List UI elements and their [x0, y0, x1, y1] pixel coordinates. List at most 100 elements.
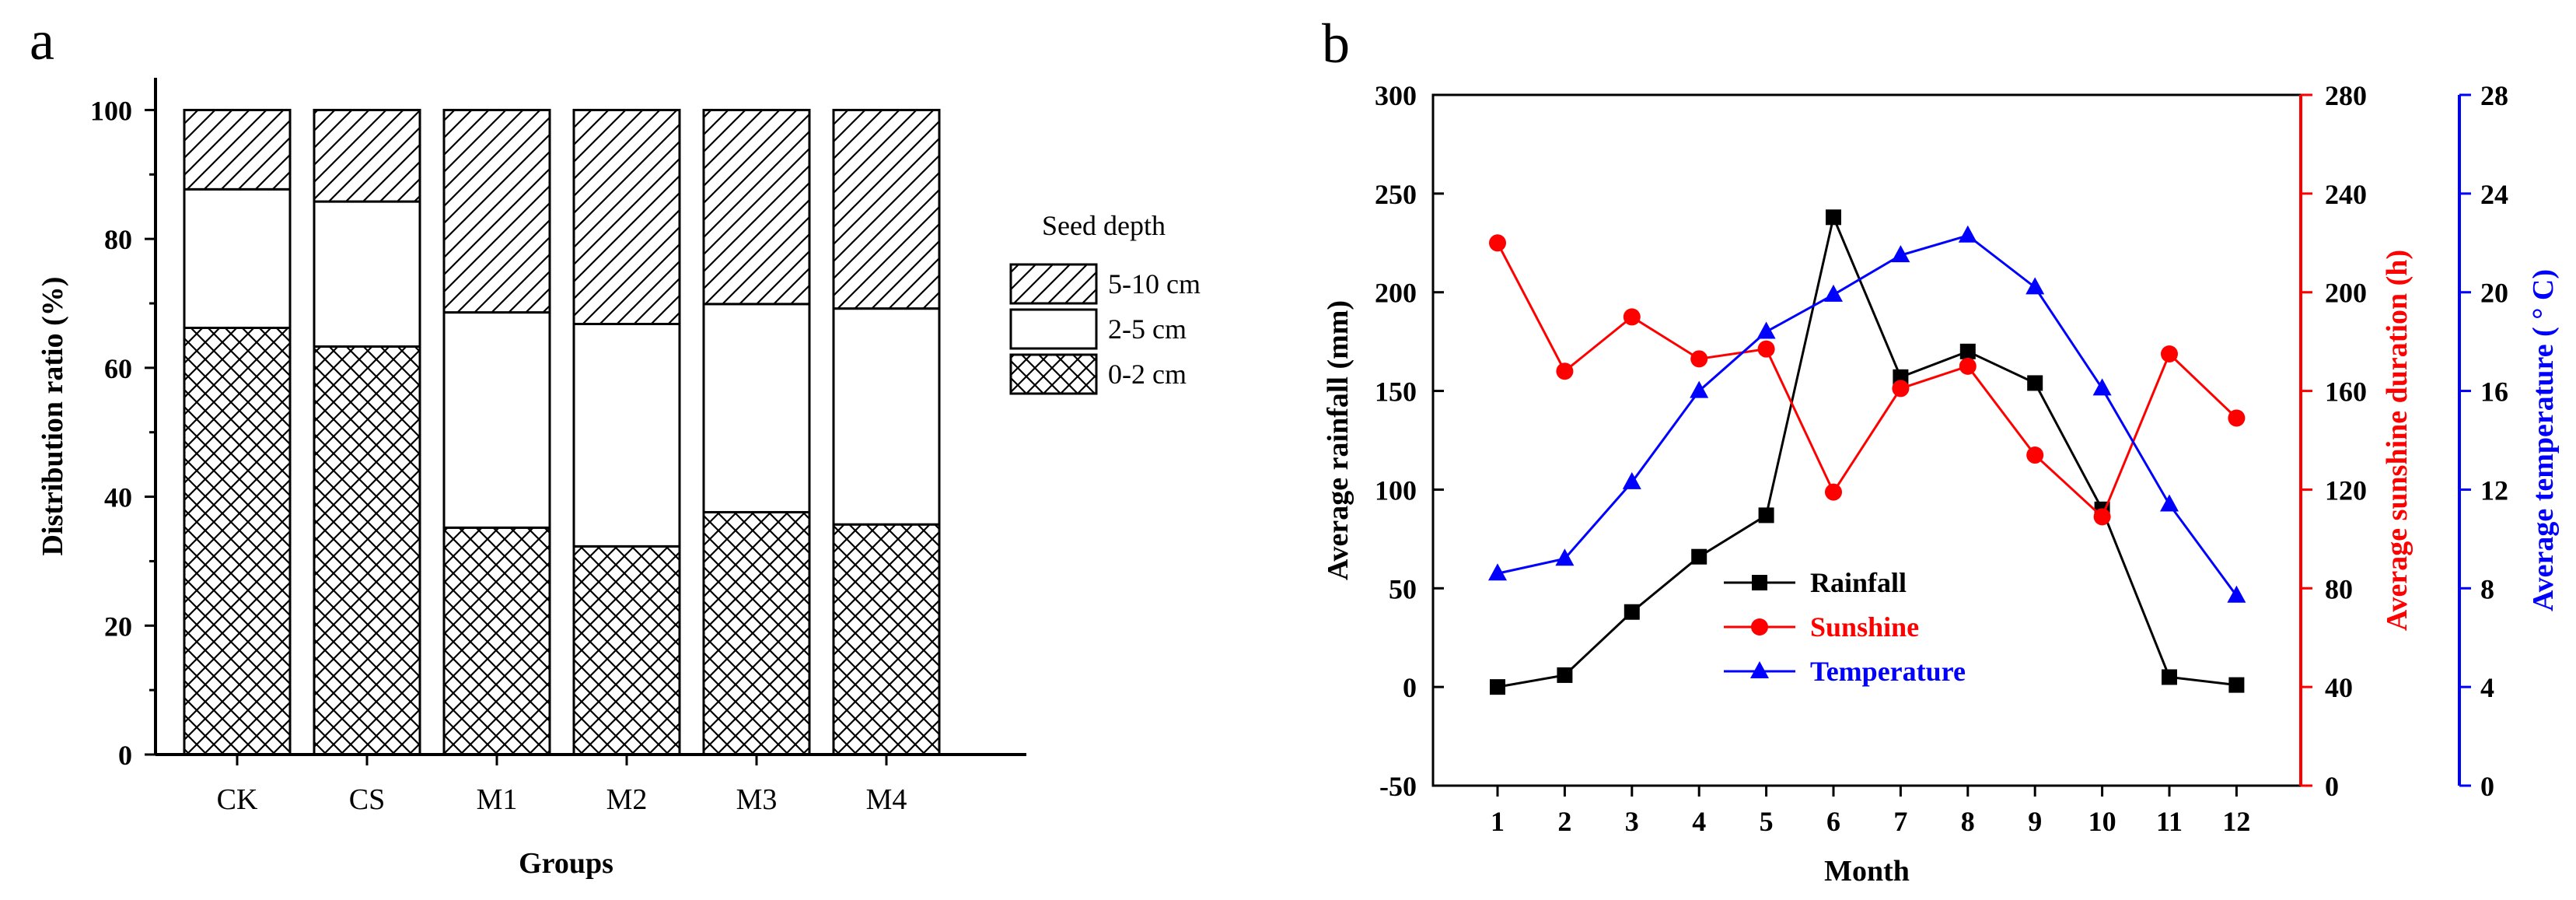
panel-a-x-ticks: CK CS M1 M2 M3 M4 — [217, 755, 907, 816]
panel-a-chart: 0 20 40 60 80 100 CK CS M1 M2 M3 M4 Distribution r… — [37, 78, 1201, 880]
temperature-tick-label: 24 — [2480, 179, 2508, 210]
bar-ck-5-10-cm — [183, 108, 292, 191]
legend-marker-temperature — [1750, 661, 1769, 678]
sunshine-tick-label: 240 — [2325, 179, 2367, 210]
panel-b-x-ticks: 1 2 3 4 5 6 7 8 9 10 11 12 — [1491, 786, 2250, 837]
temperature-point — [2025, 277, 2045, 295]
bar-m2-0-2-cm — [572, 545, 681, 756]
x-tick-label: M4 — [866, 783, 907, 816]
bar-cs-5-10-cm — [313, 108, 421, 203]
bar-ck-0-2-cm — [183, 326, 292, 756]
bar-m4-2-5-cm — [832, 307, 941, 526]
temperature-point — [2227, 585, 2246, 603]
legend-marker-sunshine — [1751, 618, 1768, 636]
panel-a-y-axis-label: Distribution ratio (%) — [37, 277, 69, 556]
y-tick-label: 40 — [104, 482, 132, 513]
bar-m4-5-10-cm — [832, 108, 941, 310]
bar-m3-0-2-cm — [702, 510, 811, 756]
panel-b-series — [1488, 209, 2246, 695]
rainfall-point — [1490, 679, 1505, 695]
legend-label-5-10-cm: 5-10 cm — [1108, 268, 1201, 299]
legend-swatch-0-2-cm — [1009, 353, 1098, 395]
sunshine-point — [1556, 362, 1574, 380]
month-tick-label: 4 — [1692, 806, 1706, 837]
panel-a-x-axis-label: Groups — [519, 847, 613, 880]
legend-swatch-5-10-cm — [1009, 263, 1098, 305]
temperature-point — [1622, 471, 1641, 489]
bar-m1-5-10-cm — [442, 108, 551, 314]
panel-b-rainfall-ticks: -50 0 50 100 150 200 250 300 — [1375, 80, 1444, 802]
panel-b-sunshine-ticks: 0 40 80 120 160 200 240 280 — [2301, 80, 2367, 802]
temperature-point — [1824, 284, 1843, 302]
panel-a-legend: Seed depth 5-10 cm 2-5 cm 0-2 cm — [1009, 210, 1201, 395]
temperature-point — [1488, 563, 1507, 581]
bar-m2-5-10-cm — [572, 108, 681, 326]
rainfall-point — [1959, 343, 1976, 359]
rainfall-tick-label: 0 — [1403, 672, 1417, 703]
sunshine-tick-label: 280 — [2325, 80, 2367, 111]
month-tick-label: 5 — [1760, 806, 1774, 837]
rainfall-tick-label: 200 — [1375, 278, 1417, 309]
y-tick-label: 60 — [104, 353, 132, 384]
sunshine-point — [2161, 345, 2178, 362]
sunshine-tick-label: 0 — [2325, 771, 2339, 802]
month-tick-label: 8 — [1961, 806, 1975, 837]
bar-m1-2-5-cm — [442, 311, 551, 529]
rainfall-tick-label: 250 — [1375, 179, 1417, 210]
rainfall-point — [1624, 604, 1640, 620]
sunshine-tick-label: 120 — [2325, 475, 2367, 506]
x-tick-label: M1 — [477, 783, 518, 816]
rainfall-point — [1691, 548, 1707, 565]
rainfall-tick-label: -50 — [1379, 771, 1417, 802]
bar-m1-0-2-cm — [442, 526, 551, 756]
panel-label-a: a — [30, 9, 54, 72]
month-tick-label: 2 — [1557, 806, 1571, 837]
month-tick-label: 1 — [1491, 806, 1505, 837]
bar-m3-2-5-cm — [702, 303, 811, 513]
sunshine-point — [1690, 350, 1708, 368]
month-tick-label: 3 — [1625, 806, 1639, 837]
x-tick-label: CS — [349, 783, 385, 816]
rainfall-point — [2162, 669, 2177, 685]
sunshine-point — [2228, 409, 2246, 427]
temperature-point — [1958, 225, 1977, 243]
panel-b-temperature-ticks: 0 4 8 12 16 20 24 28 — [2459, 80, 2508, 802]
x-tick-label: CK — [217, 783, 258, 816]
rainfall-tick-label: 150 — [1375, 376, 1417, 408]
temperature-point — [2160, 494, 2179, 512]
legend-label-2-5-cm: 2-5 cm — [1108, 313, 1187, 345]
legend-label-rainfall: Rainfall — [1810, 567, 1907, 598]
sunshine-point — [1892, 380, 1910, 397]
bar-ck-2-5-cm — [183, 187, 292, 329]
legend-label-sunshine: Sunshine — [1810, 611, 1919, 643]
x-tick-label: M2 — [606, 783, 648, 816]
temperature-point — [1690, 380, 1709, 398]
temperature-point — [2092, 378, 2112, 396]
sunshine-point — [1489, 234, 1506, 252]
panel-b-sunshine-axis-label: Average sunshine duration (h) — [2381, 250, 2413, 631]
x-tick-label: M3 — [736, 783, 778, 816]
temperature-line — [1497, 234, 2238, 597]
y-tick-label: 80 — [104, 224, 132, 255]
rainfall-line — [1497, 213, 2237, 688]
legend-label-temperature: Temperature — [1810, 656, 1966, 687]
y-tick-label: 20 — [104, 611, 132, 642]
bar-m3-5-10-cm — [702, 108, 811, 306]
sunshine-line — [1496, 242, 2238, 519]
temperature-tick-label: 4 — [2480, 672, 2494, 703]
month-tick-label: 10 — [2088, 806, 2116, 837]
temperature-tick-label: 0 — [2480, 771, 2494, 802]
sunshine-tick-label: 200 — [2325, 278, 2367, 309]
sunshine-point — [2026, 446, 2044, 464]
temperature-tick-label: 8 — [2480, 573, 2494, 604]
rainfall-point — [1758, 507, 1774, 524]
sunshine-tick-label: 40 — [2325, 672, 2353, 703]
bar-cs-2-5-cm — [313, 200, 421, 348]
rainfall-point — [2027, 375, 2043, 391]
month-tick-label: 6 — [1826, 806, 1840, 837]
sunshine-point — [1825, 483, 1842, 501]
month-tick-label: 7 — [1893, 806, 1907, 837]
rainfall-tick-label: 50 — [1389, 573, 1417, 604]
sunshine-point — [1757, 340, 1775, 358]
rainfall-point — [1557, 667, 1573, 683]
